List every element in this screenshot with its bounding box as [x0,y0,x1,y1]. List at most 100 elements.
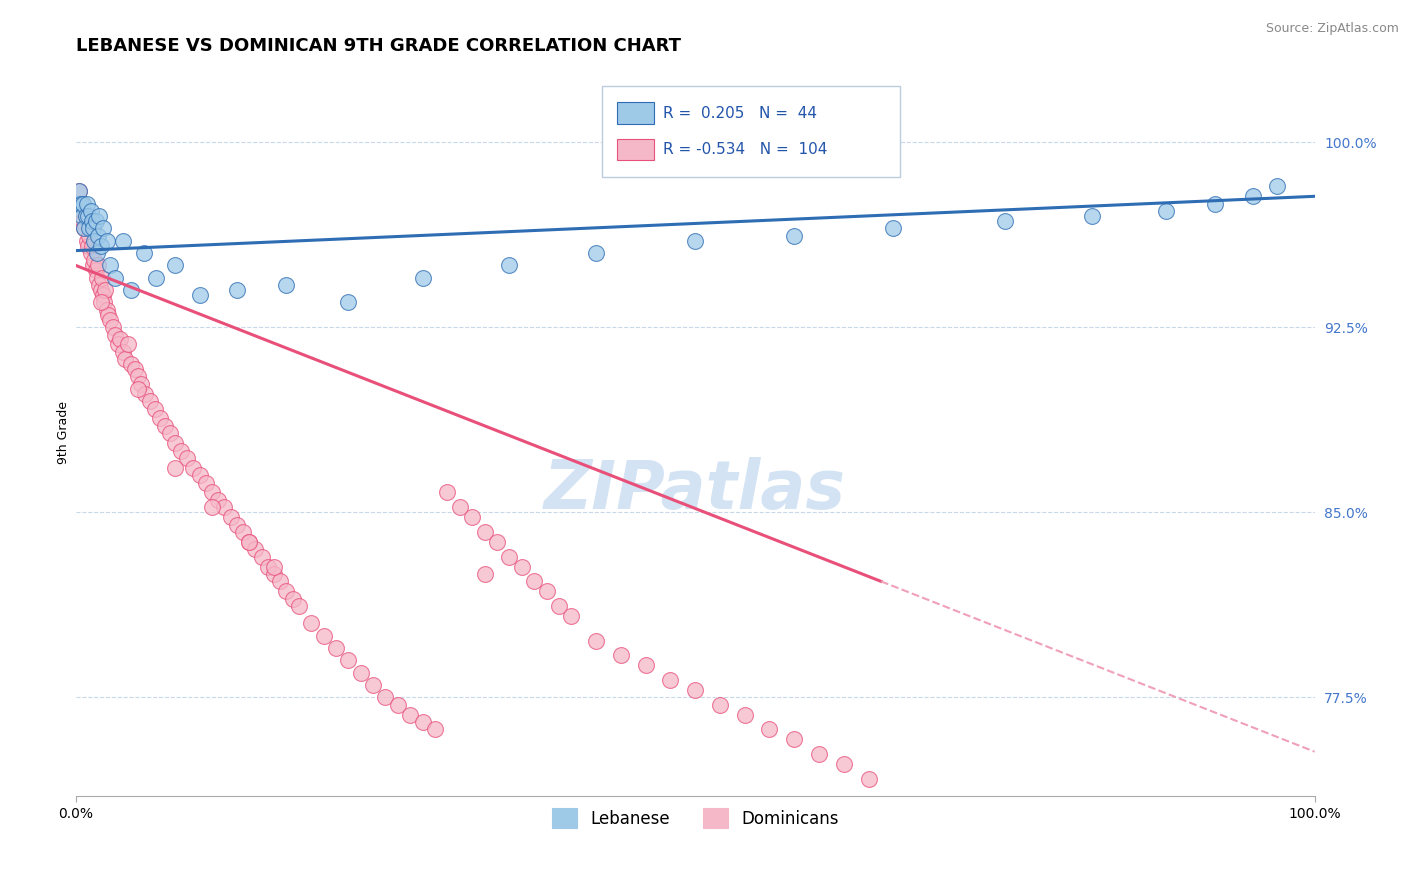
Point [188,288,211,302]
Y-axis label: 9th Grade: 9th Grade [58,401,70,464]
Point [523,574,546,589]
Point [69,185,91,199]
Point [83,234,105,248]
Point [783,228,806,243]
Text: Source: ZipAtlas.com: Source: ZipAtlas.com [1265,22,1399,36]
Point [134,386,156,401]
Point [461,510,484,524]
Point [117,337,139,351]
Point [72,196,94,211]
Point [131,376,153,391]
Point [79,221,101,235]
Point [84,214,107,228]
Text: LEBANESE VS DOMINICAN 9TH GRADE CORRELATION CHART: LEBANESE VS DOMINICAN 9TH GRADE CORRELAT… [76,37,681,55]
Point [77,209,100,223]
Point [188,468,211,483]
Point [145,270,167,285]
Point [610,648,633,663]
Point [1204,196,1226,211]
Point [104,270,127,285]
Point [783,732,806,747]
Point [75,209,97,223]
Point [485,534,508,549]
Point [149,411,172,425]
Point [72,214,94,228]
Point [69,196,91,211]
Point [170,443,193,458]
Point [127,382,149,396]
Point [1154,204,1177,219]
Point [287,599,309,613]
Point [75,209,97,223]
Point [111,344,134,359]
Point [312,629,335,643]
Point [219,510,242,524]
Point [91,221,114,235]
Point [139,394,162,409]
Point [201,500,224,515]
Point [82,259,104,273]
Point [70,209,93,223]
FancyBboxPatch shape [617,103,654,124]
Text: ZIPatlas: ZIPatlas [544,458,846,524]
Text: R =  0.205   N =  44: R = 0.205 N = 44 [664,105,817,120]
Point [163,436,186,450]
Point [86,246,108,260]
Point [281,591,304,606]
Point [337,653,360,667]
Point [709,698,731,712]
Point [1267,179,1289,194]
Point [449,500,471,515]
Point [250,549,273,564]
Point [183,460,205,475]
Point [225,517,247,532]
Point [325,640,347,655]
Point [994,214,1017,228]
Point [536,584,558,599]
Point [412,270,434,285]
Point [832,757,855,772]
Point [80,238,103,252]
Point [107,337,129,351]
Point [83,253,105,268]
Point [585,633,607,648]
Point [659,673,682,687]
Point [87,228,110,243]
Point [214,500,236,515]
Point [276,278,298,293]
Point [86,270,108,285]
Point [412,714,434,729]
Point [89,295,111,310]
Point [238,534,260,549]
Point [269,574,291,589]
Point [245,542,267,557]
Point [89,238,111,252]
Point [207,492,229,507]
Point [585,246,607,260]
Point [89,278,111,293]
Point [436,485,458,500]
Point [163,460,186,475]
Point [498,549,520,564]
Point [97,308,120,322]
Point [374,690,396,705]
Point [858,772,880,786]
Legend: Lebanese, Dominicans: Lebanese, Dominicans [546,801,845,835]
Point [263,559,285,574]
Point [225,283,247,297]
Point [232,524,254,539]
Point [93,295,115,310]
Point [90,270,112,285]
Point [163,259,186,273]
Point [82,221,104,235]
Point [96,234,118,248]
Point [80,214,103,228]
Point [176,450,198,465]
Point [91,288,114,302]
FancyBboxPatch shape [602,87,900,178]
Point [76,196,98,211]
Point [96,302,118,317]
Point [350,665,373,680]
Point [238,534,260,549]
Point [124,362,146,376]
